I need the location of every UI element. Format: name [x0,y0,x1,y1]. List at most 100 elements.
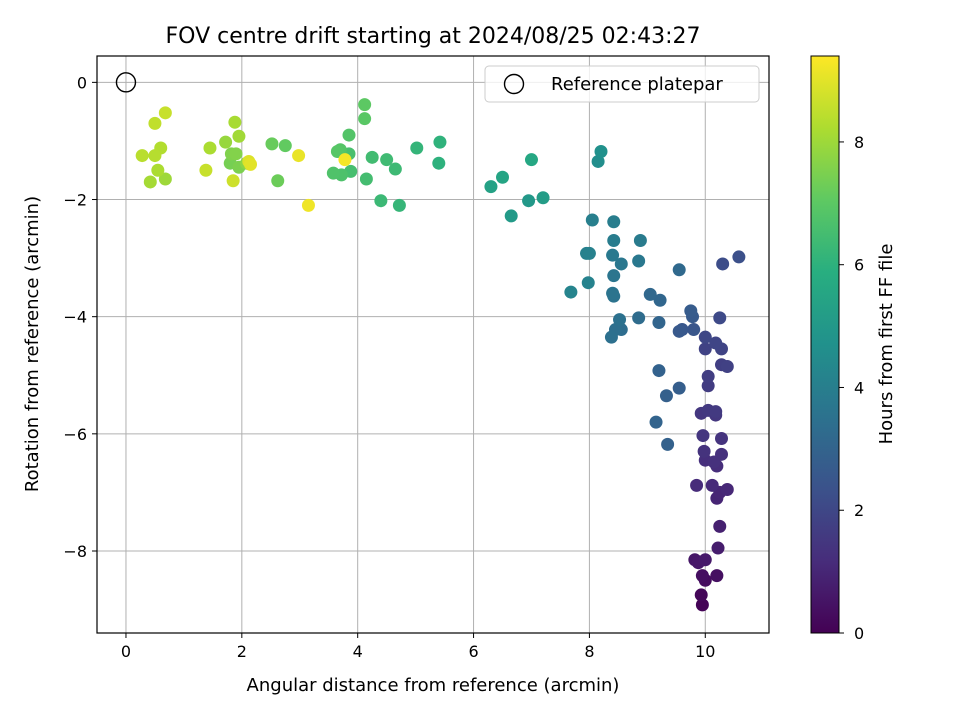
data-point [652,316,666,330]
x-tick-label: 2 [237,642,247,661]
data-point [158,106,172,120]
data-point [585,213,599,227]
data-point [632,311,646,325]
data-point [228,115,242,129]
data-point [695,598,709,612]
data-point [151,163,165,177]
data-point [713,311,727,325]
data-point [359,172,373,186]
data-point [229,147,243,161]
data-point [672,263,686,277]
data-point [410,141,424,155]
data-point [604,330,618,344]
legend: Reference platepar [484,65,760,103]
data-point [135,149,149,163]
data-point [522,194,536,208]
data-point [326,166,340,180]
data-point [581,276,595,290]
data-point [226,174,240,188]
x-tick-label: 10 [695,642,715,661]
data-point [278,139,292,153]
data-point [292,149,306,163]
colorbar-label: Hours from first FF file [876,244,897,445]
data-point [695,569,709,583]
data-point [504,209,518,223]
grid [97,56,769,633]
data-point [219,135,233,149]
data-point [633,234,647,248]
colorbar-ticks: 0 2 4 6 8 [839,133,864,643]
x-tick-label: 6 [468,642,478,661]
data-points [115,72,746,612]
y-tick-label: 0 [77,73,87,92]
data-point [698,330,712,344]
data-point [330,144,344,158]
x-axis-label: Angular distance from reference (arcmin) [247,675,620,696]
data-point [710,569,724,583]
x-tick-label: 4 [353,642,363,661]
data-point [720,482,734,496]
data-point [606,286,620,300]
data-point [342,128,356,142]
y-tick-label: −8 [63,542,87,561]
data-point [652,364,666,378]
data-point [714,447,728,461]
chart-title: FOV centre drift starting at 2024/08/25 … [166,24,701,49]
data-point [701,369,715,383]
x-tick-label: 8 [584,642,594,661]
data-point [694,588,708,602]
y-axis-label: Rotation from reference (arcmin) [22,196,43,492]
data-point [713,519,727,533]
data-point [709,405,723,419]
data-point [732,250,746,264]
data-point [672,381,686,395]
data-point [607,269,621,283]
data-point [698,342,712,356]
data-point [301,198,315,212]
data-point [392,198,406,212]
data-point [643,287,657,301]
data-point [696,429,710,443]
data-point [244,157,258,171]
data-point [358,112,372,126]
x-axis-ticks: 0 2 4 6 8 10 [121,633,715,661]
data-point [714,432,728,446]
data-point [203,141,217,155]
data-point [684,304,698,318]
data-point [374,194,388,208]
plot-frame [96,55,770,634]
data-point [388,162,402,176]
data-point [698,553,712,567]
data-point [148,149,162,163]
data-point [716,257,730,271]
data-point [432,156,446,170]
legend-label-reference: Reference platepar [551,74,723,95]
data-point [659,389,673,403]
data-point [607,234,621,248]
legend-marker-reference [503,73,525,95]
data-point [705,478,719,492]
legend-box [484,65,760,103]
data-point [606,248,620,262]
data-point [594,144,608,158]
data-point [338,153,352,167]
y-axis-ticks: 0 −2 −4 −6 −8 [63,73,97,561]
y-tick-label: −6 [63,425,87,444]
data-point [632,254,646,268]
data-point [711,541,725,555]
data-point [265,137,279,151]
data-point [564,285,578,299]
colorbar-tick-label: 6 [854,256,864,275]
data-point [614,257,628,271]
data-point [672,324,686,338]
data-point [199,163,213,177]
x-tick-label: 0 [121,642,131,661]
data-point [653,293,667,307]
colorbar-tick-label: 2 [854,501,864,520]
data-point [690,478,704,492]
data-point [697,444,711,458]
data-point [649,415,663,429]
data-point [536,191,550,205]
colorbar-tick-label: 0 [854,624,864,643]
